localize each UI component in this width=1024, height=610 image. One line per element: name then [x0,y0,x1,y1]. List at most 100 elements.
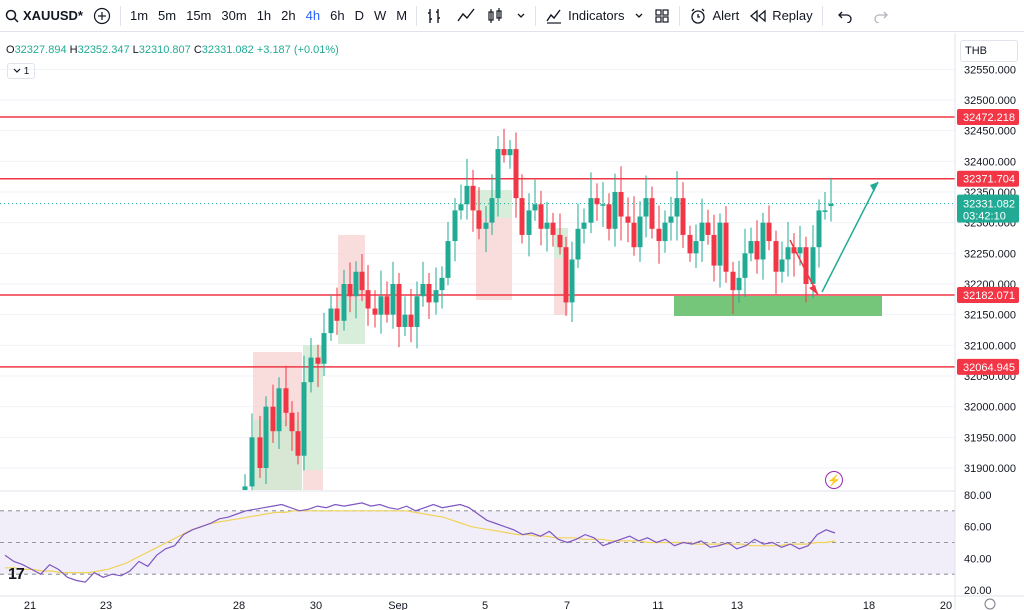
rewind-icon [750,9,766,22]
level-label-bg [957,286,1019,303]
candle-body [315,357,321,364]
candle-body [803,247,809,284]
time-tick: 21 [24,600,36,610]
candle-body [347,284,353,297]
bar-style-button[interactable] [421,0,451,32]
line-style-button[interactable] [451,0,481,32]
divider [679,5,681,26]
indicator-toggle[interactable]: 1 [7,63,35,79]
timeframe-4h[interactable]: 4h [305,8,321,23]
candle-body [341,284,347,321]
candle-body [600,204,606,206]
redo-button[interactable] [863,0,899,32]
lightning-icon[interactable]: ⚡ [825,471,843,489]
currency-selector[interactable]: THB [960,40,1018,62]
timeframe-D[interactable]: D [354,8,364,23]
candle-body [483,222,489,229]
candle-body [308,357,314,383]
time-tick: 5 [482,600,488,610]
candle-body [618,192,624,217]
candle-body [507,149,513,156]
indicators-button[interactable]: Indicators [540,0,629,32]
time-axis[interactable]: 21 23 28 30 Sep 5 7 11 13 18 20 [0,595,1024,610]
candle-body [242,486,248,490]
indicators-label: Indicators [568,8,625,23]
symbol-label: XAUUSD* [23,8,83,23]
timeframe-1m[interactable]: 1m [129,8,149,23]
low-label: L [132,44,139,56]
support-zone [674,296,882,316]
alert-button[interactable]: Alert [684,0,744,32]
layouts-button[interactable] [649,0,675,32]
horizontal-levels[interactable] [0,116,955,368]
candle-style-button[interactable] [481,0,511,32]
redo-icon [874,11,888,23]
candle-body [513,149,519,199]
candle-body [334,308,340,321]
open-label: O [6,44,15,56]
candle-body [754,241,760,260]
timeframe-6h[interactable]: 6h [330,8,345,23]
candle-body [594,198,600,205]
bars-icon [428,8,441,23]
timeframe-W[interactable]: W [373,8,387,23]
timeframe-1h[interactable]: 1h [256,8,272,23]
candle-body [699,222,705,242]
level-label-bg [957,109,1019,126]
price-tick: 31950.000 [964,432,1016,444]
indicator-count: 1 [23,65,30,77]
replay-label: Replay [772,8,813,23]
candle-body [643,198,649,217]
current-price-label-bg [957,194,1019,223]
symbol-search[interactable]: XAUUSD* [0,0,88,32]
candle-body [723,222,729,272]
chart-type-dropdown[interactable] [511,0,531,32]
candle-body [538,204,544,229]
candle-body [742,253,748,278]
timeframe-5m[interactable]: 5m [158,8,177,23]
price-chart[interactable]: 32550.000 32500.000 32450.000 32400.000 3235… [0,33,1024,610]
candle-body [544,222,550,229]
up-arrow-head [870,182,878,192]
candle-body [575,228,581,260]
candle-body [378,296,384,315]
chevron-down-icon [517,13,525,18]
candle-body [693,241,699,254]
drawings[interactable] [789,181,879,296]
timeframe-M[interactable]: M [396,8,408,23]
candle-body [550,222,556,235]
price-tick: 32100.000 [964,340,1016,352]
candle-body [283,388,289,413]
down-arrow-head [809,285,818,295]
timeframe-15m[interactable]: 15m [186,8,212,23]
candle-body [464,185,470,205]
timeframe-2h[interactable]: 2h [281,8,296,23]
timeframe-30m[interactable]: 30m [221,8,247,23]
chevron-down-icon [635,13,643,18]
line-chart-icon [457,8,475,21]
settings-gear-icon [984,598,996,610]
position-zone [303,470,323,490]
candle-body [557,234,563,248]
candle-body [476,210,482,229]
rsi-pane [0,490,955,583]
undo-button[interactable] [827,0,863,32]
replay-button[interactable]: Replay [744,0,817,32]
candle-body [433,290,439,303]
current-price-label: 32331.082 [963,199,1015,211]
compare-button[interactable] [88,0,116,32]
indicators-dropdown[interactable] [629,0,649,32]
candle-body [717,222,723,266]
candle-body [408,314,414,327]
candle-body [414,296,420,327]
price-tick: 32550.000 [964,64,1016,76]
level-label-bg [957,358,1019,375]
candle-body [321,333,327,364]
currency-label: THB [965,45,987,57]
time-tick: 7 [564,600,570,610]
candle-body [828,203,834,207]
rsi-tick: 60.00 [964,522,992,534]
time-tick: 18 [863,600,875,610]
close-value: 32331.082 [201,44,254,56]
price-axis[interactable]: 32550.00032500.00032450.00032400.0003235… [954,33,1024,610]
